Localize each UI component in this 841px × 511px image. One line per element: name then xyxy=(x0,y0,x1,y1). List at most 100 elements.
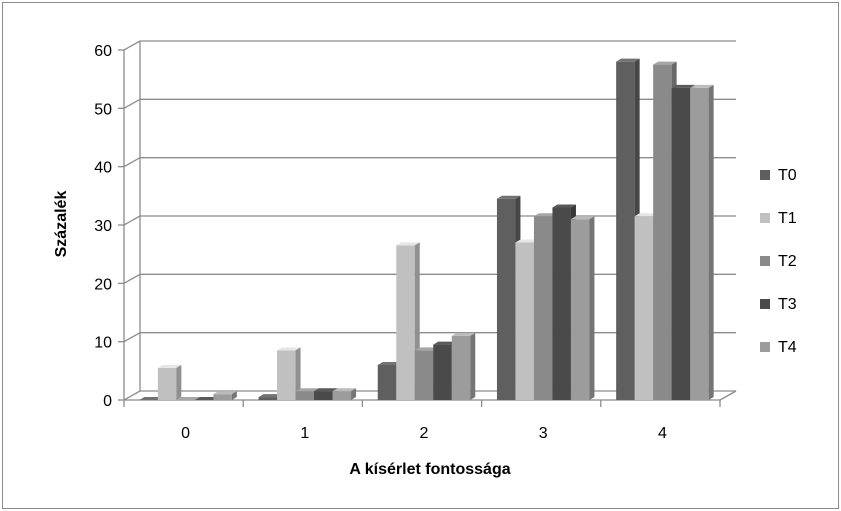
bar xyxy=(139,397,163,400)
bar-front xyxy=(157,367,177,400)
bar xyxy=(570,216,595,400)
x-tick-label: 4 xyxy=(658,425,667,442)
bar-top xyxy=(433,341,457,345)
legend-label: T0 xyxy=(778,167,797,184)
bar-front xyxy=(377,365,397,400)
bar-top xyxy=(653,61,677,65)
bar-side xyxy=(295,347,301,400)
bars xyxy=(139,58,714,401)
x-tick-label: 3 xyxy=(539,425,548,442)
bar-front xyxy=(396,245,415,400)
bar-top xyxy=(552,204,576,208)
x-tick-label: 1 xyxy=(300,425,309,442)
bar-top xyxy=(671,84,696,88)
bar-top xyxy=(258,394,283,398)
bar-top xyxy=(533,213,558,217)
bar-top xyxy=(690,84,714,88)
y-tick-label: 40 xyxy=(94,160,112,177)
bar-front xyxy=(213,394,232,400)
legend-label: T4 xyxy=(778,339,797,356)
bar xyxy=(157,364,182,400)
y-axis-title: Százalék xyxy=(53,191,70,258)
gridline-side xyxy=(123,332,141,343)
bar-front xyxy=(496,198,516,400)
bar-top xyxy=(414,347,439,351)
bar-front xyxy=(653,64,672,400)
bar-top xyxy=(515,239,539,243)
floor-edge xyxy=(719,390,737,401)
legend-swatch xyxy=(760,342,770,352)
y-tick-label: 0 xyxy=(103,393,112,410)
legend-swatch xyxy=(760,256,770,266)
bar-top xyxy=(314,388,338,392)
bar-top xyxy=(634,213,659,217)
legend-label: T3 xyxy=(778,296,797,313)
bar-front xyxy=(277,350,296,400)
bar-top xyxy=(496,195,521,199)
y-tick-label: 60 xyxy=(94,43,112,60)
bar-front xyxy=(451,335,471,400)
bar-side xyxy=(176,364,182,400)
bar-top xyxy=(616,58,640,62)
bar xyxy=(451,332,476,400)
bar xyxy=(690,84,714,401)
gridline-side xyxy=(123,273,141,284)
bar xyxy=(194,397,219,400)
bar-top xyxy=(157,364,182,368)
x-tick-labels: 0 1 2 3 4 xyxy=(181,425,667,442)
bar xyxy=(332,388,357,400)
bar-top xyxy=(176,397,200,400)
x-tick-label: 0 xyxy=(181,425,190,442)
gridline-side xyxy=(123,157,141,168)
x-axis-title: A kísérlet fontossága xyxy=(349,461,510,478)
bar-top xyxy=(332,388,357,392)
gridline-side xyxy=(123,215,141,226)
legend-swatch xyxy=(760,213,770,223)
gridline-side xyxy=(123,390,141,401)
bar-front xyxy=(533,216,553,400)
bar-front xyxy=(258,397,278,400)
y-tick-labels: 0 10 20 30 40 50 60 xyxy=(94,43,112,410)
bar-top xyxy=(295,388,320,392)
bar-top xyxy=(396,242,420,246)
bar-front xyxy=(515,242,534,400)
bar-top xyxy=(377,362,402,365)
legend-label: T2 xyxy=(778,253,797,270)
bar-front xyxy=(414,350,434,400)
bar-side xyxy=(351,388,357,400)
gridline-side xyxy=(123,40,141,51)
bar xyxy=(176,397,200,400)
bar-front xyxy=(332,391,352,400)
bar-top xyxy=(277,347,301,351)
bar-front xyxy=(671,87,691,401)
bar-front xyxy=(570,219,590,400)
bar-side xyxy=(589,216,595,400)
bar-front xyxy=(634,216,654,400)
bar-top xyxy=(194,397,219,400)
bar-top xyxy=(139,397,163,400)
y-tick-label: 50 xyxy=(94,101,112,118)
bar-side xyxy=(708,84,714,401)
y-tick-label: 30 xyxy=(94,218,112,235)
bar-front xyxy=(690,87,709,401)
bar-front xyxy=(295,391,315,400)
bar-front xyxy=(314,391,333,400)
bar xyxy=(213,391,237,400)
legend-swatch xyxy=(760,299,770,309)
bar-side xyxy=(231,391,237,400)
bar-top xyxy=(451,332,476,336)
y-tick-label: 20 xyxy=(94,276,112,293)
gridline-side xyxy=(123,98,141,109)
bar-front xyxy=(616,61,635,401)
bar-front xyxy=(433,344,452,400)
x-tick-label: 2 xyxy=(420,425,429,442)
legend-swatch xyxy=(760,170,770,180)
bar-front xyxy=(552,207,571,400)
bar-top xyxy=(213,391,237,395)
legend: T0 T1 T2 T3 T4 xyxy=(760,167,797,356)
y-tick-label: 10 xyxy=(94,335,112,352)
legend-label: T1 xyxy=(778,210,797,227)
bar-top xyxy=(570,216,595,220)
bar xyxy=(277,347,301,400)
